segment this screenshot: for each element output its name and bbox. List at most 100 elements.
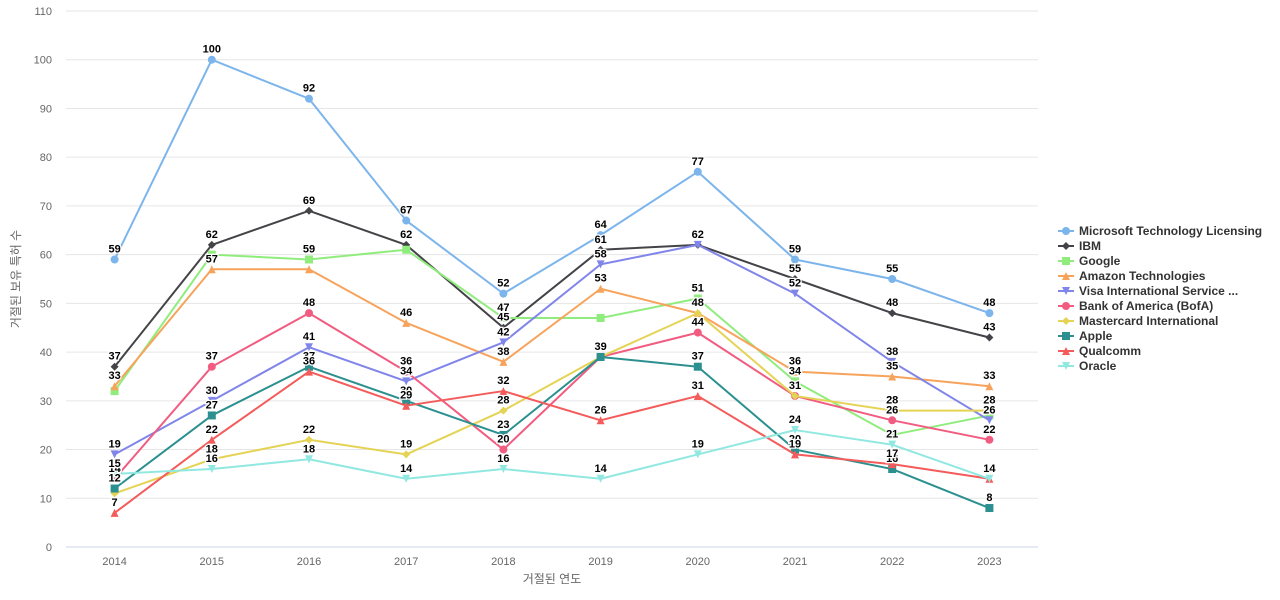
data-point[interactable] xyxy=(110,474,119,483)
data-point[interactable] xyxy=(888,440,897,449)
data-point[interactable] xyxy=(596,352,605,361)
data-point[interactable] xyxy=(305,343,313,352)
data-point[interactable] xyxy=(110,362,119,371)
data-point[interactable] xyxy=(110,387,119,396)
data-point[interactable] xyxy=(888,372,897,381)
data-point[interactable] xyxy=(207,55,216,64)
legend[interactable]: Microsoft Technology LicensingIBMGoogleA… xyxy=(1058,224,1262,373)
legend-item[interactable]: IBM xyxy=(1058,239,1101,253)
legend-item[interactable]: Microsoft Technology Licensing xyxy=(1058,224,1262,238)
data-point[interactable] xyxy=(499,357,508,366)
legend-marker[interactable] xyxy=(1062,302,1070,310)
data-point[interactable] xyxy=(985,411,994,420)
data-point[interactable] xyxy=(207,411,216,420)
data-point[interactable] xyxy=(888,465,897,474)
data-point[interactable] xyxy=(791,426,799,435)
data-point[interactable] xyxy=(207,455,216,464)
data-point[interactable] xyxy=(499,338,508,347)
data-point[interactable] xyxy=(888,430,897,439)
data-point[interactable] xyxy=(791,367,799,376)
data-point[interactable] xyxy=(207,396,216,405)
data-point[interactable] xyxy=(499,313,508,322)
data-point[interactable] xyxy=(888,416,897,425)
data-point[interactable] xyxy=(791,377,799,386)
data-point[interactable] xyxy=(305,206,313,215)
data-point[interactable] xyxy=(207,250,216,259)
data-point[interactable] xyxy=(305,362,313,371)
legend-item[interactable]: Qualcomm xyxy=(1058,344,1141,358)
legend-marker[interactable] xyxy=(1062,272,1070,280)
data-point[interactable] xyxy=(596,231,605,240)
legend-item[interactable]: Amazon Technologies xyxy=(1058,269,1206,283)
data-point[interactable] xyxy=(596,416,605,425)
data-point[interactable] xyxy=(305,255,313,264)
data-point[interactable] xyxy=(693,240,702,249)
data-point[interactable] xyxy=(207,265,216,274)
data-point[interactable] xyxy=(596,245,605,254)
legend-marker[interactable] xyxy=(1062,317,1070,325)
data-point[interactable] xyxy=(110,255,119,264)
data-point[interactable] xyxy=(499,323,508,332)
data-point[interactable] xyxy=(499,289,508,298)
legend-item[interactable]: Visa International Service ... xyxy=(1058,284,1238,298)
data-point[interactable] xyxy=(791,275,799,283)
data-point[interactable] xyxy=(499,406,508,415)
data-point[interactable] xyxy=(305,367,313,376)
data-point[interactable] xyxy=(693,167,702,176)
data-point[interactable] xyxy=(402,377,411,386)
data-point[interactable] xyxy=(985,504,994,513)
data-point[interactable] xyxy=(791,289,799,298)
data-point[interactable] xyxy=(596,474,605,483)
data-point[interactable] xyxy=(110,484,119,493)
legend-marker[interactable] xyxy=(1062,347,1070,355)
data-point[interactable] xyxy=(791,450,799,459)
data-point[interactable] xyxy=(402,318,411,327)
data-point[interactable] xyxy=(596,313,605,322)
data-point[interactable] xyxy=(207,435,216,444)
data-point[interactable] xyxy=(402,474,411,483)
data-point[interactable] xyxy=(791,255,799,264)
data-point[interactable] xyxy=(402,450,411,459)
data-point[interactable] xyxy=(305,435,313,444)
data-point[interactable] xyxy=(402,216,411,225)
data-point[interactable] xyxy=(596,260,605,269)
data-point[interactable] xyxy=(402,245,411,254)
data-point[interactable] xyxy=(985,406,994,415)
data-point[interactable] xyxy=(693,362,702,371)
data-point[interactable] xyxy=(888,357,897,366)
legend-marker[interactable] xyxy=(1062,287,1070,295)
data-point[interactable] xyxy=(596,284,605,293)
data-point[interactable] xyxy=(499,387,508,396)
data-point[interactable] xyxy=(110,469,119,478)
legend-item[interactable]: Oracle xyxy=(1058,359,1117,373)
data-point[interactable] xyxy=(888,309,897,318)
data-point[interactable] xyxy=(985,416,994,425)
legend-item[interactable]: Mastercard International xyxy=(1058,314,1218,328)
data-point[interactable] xyxy=(693,391,702,400)
data-point[interactable] xyxy=(402,401,411,410)
legend-item[interactable]: Google xyxy=(1058,254,1121,268)
data-point[interactable] xyxy=(693,450,702,459)
data-point[interactable] xyxy=(693,328,702,337)
data-point[interactable] xyxy=(305,455,313,464)
data-point[interactable] xyxy=(693,294,702,303)
data-point[interactable] xyxy=(499,430,508,439)
data-point[interactable] xyxy=(888,406,897,415)
legend-marker[interactable] xyxy=(1062,362,1070,370)
legend-marker[interactable] xyxy=(1062,257,1070,265)
data-point[interactable] xyxy=(985,333,994,342)
data-point[interactable] xyxy=(693,309,702,318)
data-point[interactable] xyxy=(305,265,313,274)
legend-item[interactable]: Bank of America (BofA) xyxy=(1058,299,1213,313)
data-point[interactable] xyxy=(791,445,799,454)
data-point[interactable] xyxy=(402,367,411,376)
data-point[interactable] xyxy=(985,474,994,483)
data-point[interactable] xyxy=(791,391,799,400)
data-point[interactable] xyxy=(110,382,119,391)
legend-marker[interactable] xyxy=(1062,242,1070,250)
data-point[interactable] xyxy=(888,460,897,469)
data-point[interactable] xyxy=(985,435,994,444)
data-point[interactable] xyxy=(499,465,508,474)
data-point[interactable] xyxy=(888,275,897,283)
data-point[interactable] xyxy=(305,309,313,318)
